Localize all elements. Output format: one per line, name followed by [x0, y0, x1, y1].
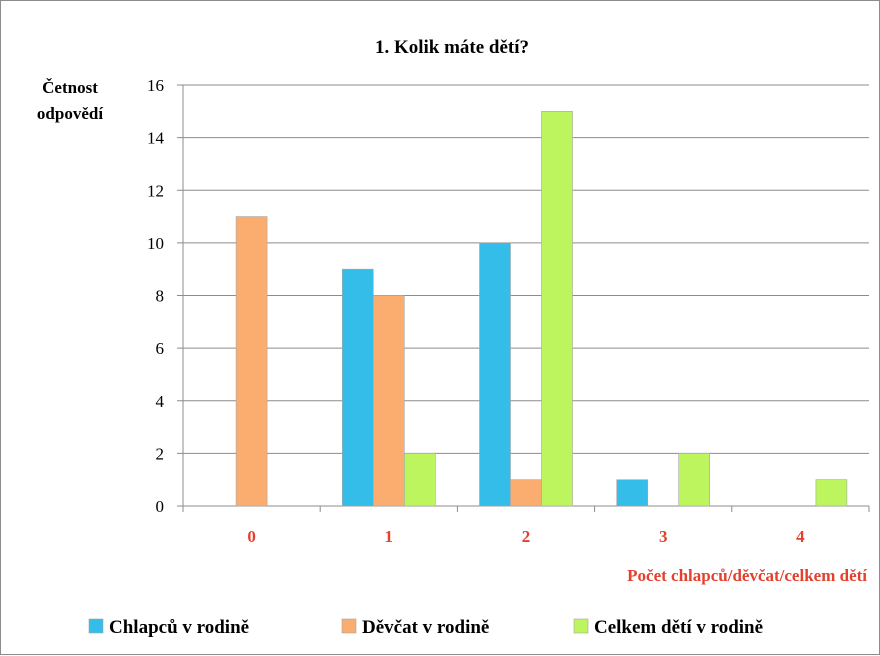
bar-2-cat-2: [510, 479, 542, 507]
bar-1-cat-3: [616, 479, 649, 507]
y-axis-label-line-2: odpovědí: [37, 104, 103, 123]
x-tick-label: 1: [385, 527, 394, 546]
y-tick-label: 16: [147, 76, 164, 95]
bar-2-cat-1: [372, 295, 405, 507]
bars: [235, 111, 848, 507]
x-tick-label: 2: [522, 527, 531, 546]
legend-label-2: Děvčat v rodině: [362, 617, 489, 638]
legend-swatch-2: [341, 618, 357, 634]
bar-3-cat-4: [815, 479, 848, 507]
bar-3-cat-1: [403, 453, 436, 507]
legend: Chlapců v rodině Děvčat v rodině Celkem dě…: [88, 617, 763, 638]
legend-label-1: Chlapců v rodině: [109, 617, 249, 638]
y-tick-label: 6: [156, 339, 165, 358]
y-tick-label: 14: [147, 129, 165, 148]
x-axis-label: Počet chlapců/děvčat/celkem dětí: [627, 566, 867, 585]
bar-3-cat-3: [678, 453, 711, 507]
gridlines: [177, 84, 870, 512]
y-tick-labels: 0 2 4 6 8 10 12 14 16: [147, 76, 165, 516]
y-axis-label-line-1: Četnost: [42, 78, 98, 97]
y-tick-label: 2: [156, 444, 165, 463]
bar-3-cat-2: [541, 111, 573, 507]
bar-2-cat-0: [235, 216, 268, 507]
x-tick-label: 0: [247, 527, 256, 546]
legend-label-3: Celkem dětí v rodině: [594, 617, 763, 638]
y-tick-label: 0: [156, 497, 165, 516]
x-tick-label: 4: [796, 527, 805, 546]
x-tick-label: 3: [659, 527, 668, 546]
legend-swatch-1: [88, 618, 104, 634]
bar-1-cat-2: [479, 242, 511, 507]
x-tick-labels: 0 1 2 3 4: [247, 527, 805, 546]
y-tick-label: 12: [147, 181, 164, 200]
chart-title: 1. Kolik máte dětí?: [375, 37, 529, 58]
y-tick-label: 10: [147, 234, 164, 253]
bar-1-cat-1: [341, 268, 374, 507]
y-tick-label: 8: [156, 287, 165, 306]
legend-swatch-3: [573, 618, 589, 634]
y-tick-label: 4: [156, 392, 165, 411]
